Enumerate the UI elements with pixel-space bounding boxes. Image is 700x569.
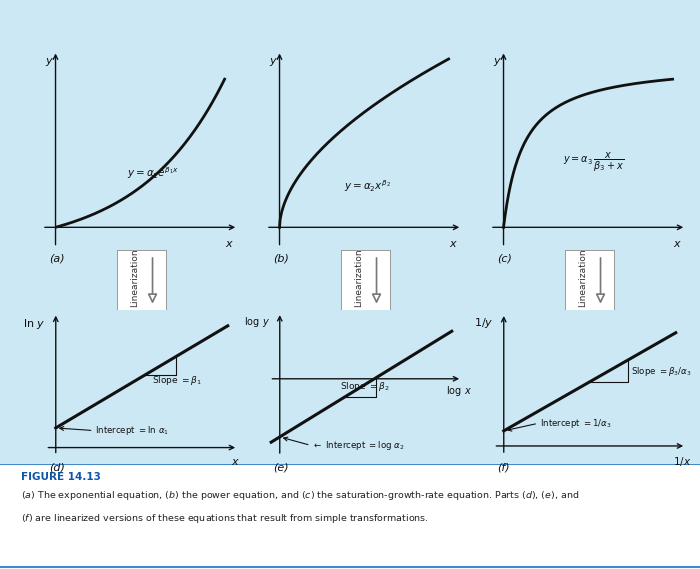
Text: $y = \alpha_1 e^{\beta_1 x}$: $y = \alpha_1 e^{\beta_1 x}$ [127,165,178,181]
Text: (a): (a) [49,253,64,263]
Text: y: y [269,56,276,66]
Text: FIGURE 14.13: FIGURE 14.13 [21,472,101,483]
Text: x: x [225,240,232,249]
Text: Linearization: Linearization [354,248,363,307]
Text: (c): (c) [497,253,512,263]
Text: Intercept $= \ln\,\alpha_1$: Intercept $= \ln\,\alpha_1$ [95,424,169,437]
Text: $1/x$: $1/x$ [673,455,692,468]
Text: Intercept $= 1/\alpha_3$: Intercept $= 1/\alpha_3$ [540,417,612,430]
Text: x: x [449,240,456,249]
Text: $\log\,y$: $\log\,y$ [244,315,270,329]
Text: $(f)$ are linearized versions of these equations that result from simple transfo: $(f)$ are linearized versions of these e… [21,512,429,525]
Text: x: x [673,240,680,249]
Text: Slope $= \beta_1$: Slope $= \beta_1$ [152,374,202,387]
Text: y: y [493,56,500,66]
Text: $y = \alpha_3\,\dfrac{x}{\beta_3+x}$: $y = \alpha_3\,\dfrac{x}{\beta_3+x}$ [563,151,624,174]
Text: $1/y$: $1/y$ [474,316,494,330]
Text: Linearization: Linearization [130,248,139,307]
Text: $\leftarrow$ Intercept $= \log\,\alpha_2$: $\leftarrow$ Intercept $= \log\,\alpha_2… [312,439,405,452]
Text: Linearization: Linearization [578,248,587,307]
Text: (f): (f) [497,463,510,473]
Text: Slope $= \beta_3/\alpha_3$: Slope $= \beta_3/\alpha_3$ [631,365,692,377]
Text: $(a)$ The exponential equation, $(b)$ the power equation, and $(c)$ the saturati: $(a)$ The exponential equation, $(b)$ th… [21,489,580,502]
Text: Slope $= \beta_2$: Slope $= \beta_2$ [340,380,390,393]
Text: x: x [231,457,238,467]
Text: (d): (d) [49,463,65,473]
Text: (e): (e) [273,463,288,473]
Text: y: y [45,56,52,66]
Text: $y = \alpha_2 x^{\beta_2}$: $y = \alpha_2 x^{\beta_2}$ [344,179,391,194]
Text: (b): (b) [273,253,289,263]
Text: $\log\,x$: $\log\,x$ [446,384,472,398]
Text: $\ln\,y$: $\ln\,y$ [23,317,46,331]
